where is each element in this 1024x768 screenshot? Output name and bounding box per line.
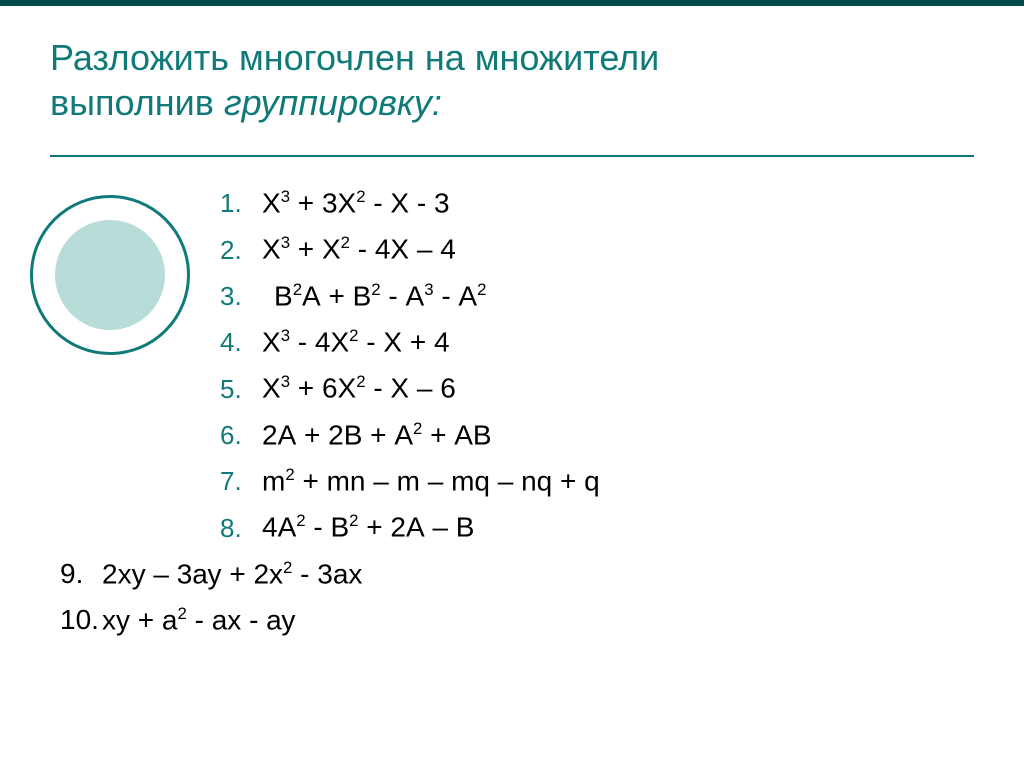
bottom-problems: 9.2ху – 3ау + 2х2 - 3ах10.ху + а2 - ах -… (0, 558, 1024, 637)
problem-expression: 2А + 2В + А2 + АВ (262, 419, 492, 451)
problem-item: 4.Х3 - 4Х2 - Х + 4 (220, 326, 974, 358)
bottom-problems-list: 9.2ху – 3ау + 2х2 - 3ах10.ху + а2 - ах -… (60, 558, 974, 637)
problem-item: 3. В2А + В2 - А3 - А2 (220, 280, 974, 312)
title-line2-plain: выполнив (50, 82, 224, 123)
problem-number: 10. (60, 604, 102, 636)
problem-item: 1.Х3 + 3Х2 - Х - 3 (220, 187, 974, 219)
problem-expression: Х3 - 4Х2 - Х + 4 (262, 326, 450, 358)
page-title: Разложить многочлен на множители выполни… (50, 35, 974, 125)
problem-number: 5. (220, 374, 262, 405)
title-line2-italic: группировку: (224, 82, 442, 123)
title-section: Разложить многочлен на множители выполни… (0, 0, 1024, 145)
problem-item: 2.Х3 + Х2 - 4Х – 4 (220, 233, 974, 265)
title-line1: Разложить многочлен на множители (50, 37, 659, 78)
problems-list: 1.Х3 + 3Х2 - Х - 32.Х3 + Х2 - 4Х – 43.В2… (220, 187, 974, 544)
problem-expression: Х3 + 6Х2 - Х – 6 (262, 372, 456, 404)
problem-number: 2. (220, 235, 262, 266)
problem-item: 8.4А2 - В2 + 2А – В (220, 511, 974, 543)
problem-expression: В2А + В2 - А3 - А2 (274, 280, 486, 312)
problem-number: 4. (220, 327, 262, 358)
problem-number: 6. (220, 420, 262, 451)
problem-item: 7.m2 + mn – m – mq – nq + q (220, 465, 974, 497)
problem-number: 3. (220, 281, 262, 312)
problem-expression: ху + а2 - ах - ау (102, 604, 295, 636)
circle-inner (55, 220, 165, 330)
top-border (0, 0, 1024, 6)
problem-expression: Х3 + Х2 - 4Х – 4 (262, 233, 456, 265)
problem-expression: 4А2 - В2 + 2А – В (262, 511, 474, 543)
problem-item: 10.ху + а2 - ах - ау (60, 604, 974, 636)
problem-expression: m2 + mn – m – mq – nq + q (262, 465, 600, 497)
problem-number: 9. (60, 558, 102, 590)
problem-item: 6.2А + 2В + А2 + АВ (220, 419, 974, 451)
problem-item: 5.Х3 + 6Х2 - Х – 6 (220, 372, 974, 404)
problem-number: 1. (220, 188, 262, 219)
decoration-circles (30, 195, 200, 365)
problem-number: 7. (220, 466, 262, 497)
problem-expression: 2ху – 3ау + 2х2 - 3ах (102, 558, 362, 590)
problem-number: 8. (220, 513, 262, 544)
problem-item: 9.2ху – 3ау + 2х2 - 3ах (60, 558, 974, 590)
problem-expression: Х3 + 3Х2 - Х - 3 (262, 187, 450, 219)
